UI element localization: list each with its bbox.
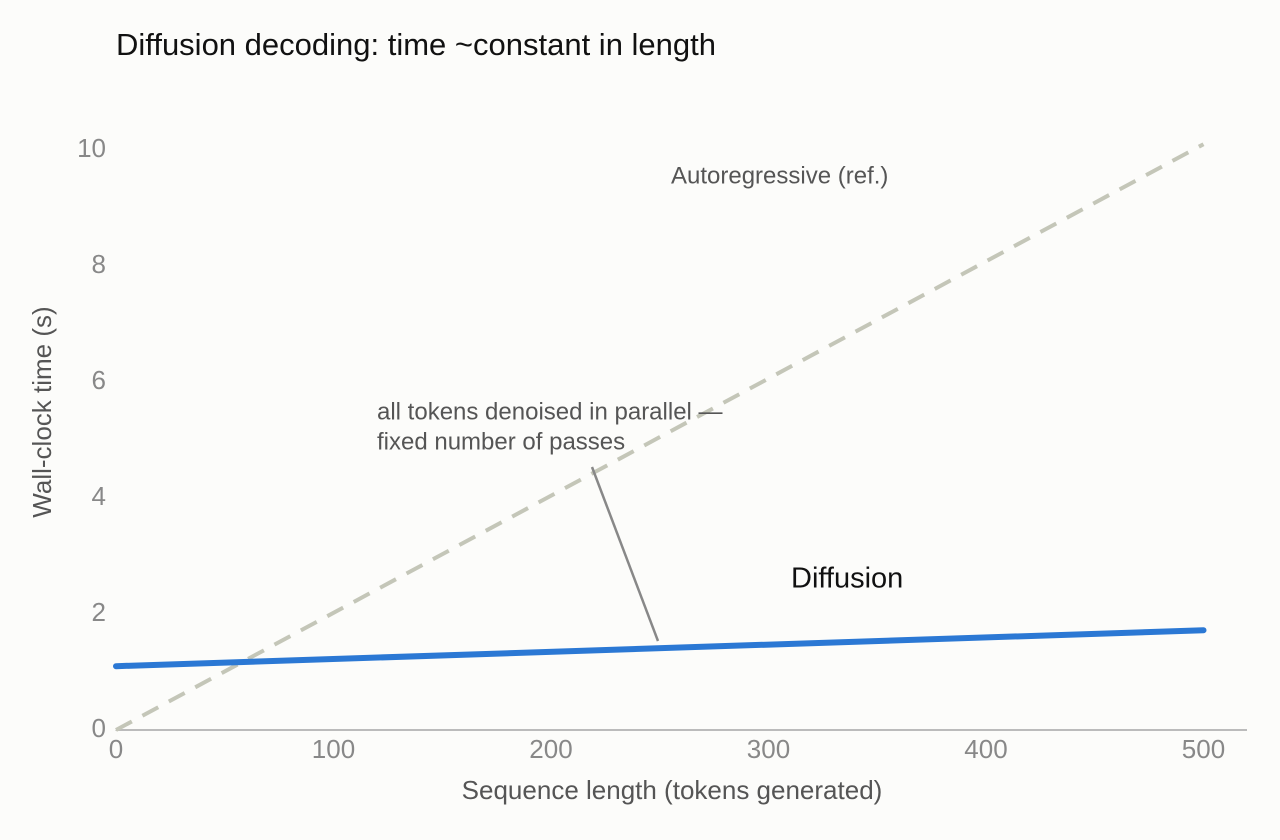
x-tick-label: 200 (529, 734, 572, 764)
series-label: Autoregressive (ref.) (671, 162, 888, 189)
series-label: Diffusion (791, 563, 903, 595)
annotation-arrow (590, 466, 660, 642)
x-tick-label: 400 (964, 734, 1007, 764)
y-tick-label: 6 (92, 365, 106, 395)
x-tick-label: 0 (109, 734, 123, 764)
series-line (113, 627, 1207, 670)
y-tick-label: 0 (92, 713, 106, 743)
x-tick-label: 100 (312, 734, 355, 764)
y-tick-label: 10 (77, 133, 106, 163)
annotation-text: all tokens denoised in parallel — (377, 398, 723, 425)
y-tick-label: 8 (92, 249, 106, 279)
y-tick-label: 4 (92, 481, 106, 511)
y-axis-title: Wall-clock time (s) (27, 306, 57, 517)
y-tick-label: 2 (92, 597, 106, 627)
annotation-text: fixed number of passes (377, 428, 625, 455)
series-line (115, 142, 1205, 732)
x-tick-label: 300 (747, 734, 790, 764)
x-axis-title: Sequence length (tokens generated) (462, 775, 883, 805)
chart-title: Diffusion decoding: time ~constant in le… (116, 27, 716, 62)
x-tick-label: 500 (1182, 734, 1225, 764)
